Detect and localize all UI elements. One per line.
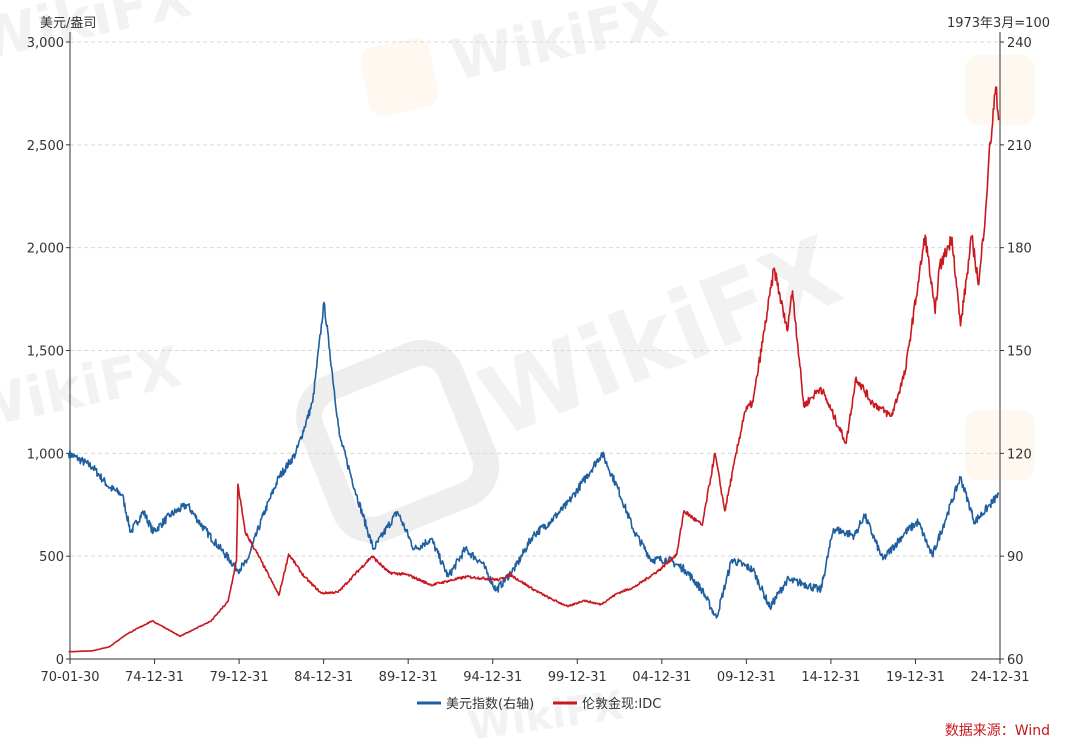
right-tick-label: 120 <box>1007 447 1032 462</box>
x-axis-ticks: 70-01-30 74-12-31 79-12-31 84-12-31 89-12-31… <box>40 659 1030 685</box>
watermark-bottom: WikiFX <box>465 683 626 750</box>
watermark: WikiFX WikiFX WikiFX WikiFX WikiFX <box>0 0 1035 750</box>
x-tick-label: 04-12-31 <box>632 670 691 685</box>
gridlines <box>70 41 1000 557</box>
x-tick-label: 70-01-30 <box>40 670 99 685</box>
watermark-logo-icon <box>360 38 439 117</box>
series-layer <box>67 86 1000 653</box>
left-tick-label: 1,000 <box>27 447 64 462</box>
left-tick-label: 2,500 <box>27 139 64 154</box>
watermark-top: WikiFX <box>360 0 674 117</box>
left-tick-label: 1,500 <box>27 345 64 360</box>
left-tick-label: 3,000 <box>27 36 64 51</box>
x-tick-label: 94-12-31 <box>463 670 522 685</box>
x-tick-label: 14-12-31 <box>801 670 860 685</box>
axes <box>69 32 1001 660</box>
legend-item-usd-index[interactable]: 美元指数(右轴) <box>417 697 534 712</box>
right-tick-label: 60 <box>1007 653 1024 668</box>
left-tick-label: 500 <box>39 550 64 565</box>
x-tick-label: 19-12-31 <box>886 670 945 685</box>
legend: 美元指数(右轴) 伦敦金现:IDC <box>417 696 661 712</box>
right-axis-ticks: 60 90 120 150 180 210 240 <box>1000 36 1032 668</box>
right-tick-label: 240 <box>1007 36 1032 51</box>
series-line <box>68 86 1000 653</box>
legend-label: 伦敦金现:IDC <box>582 696 661 712</box>
watermark-text: WikiFX <box>446 0 674 94</box>
x-tick-label: 84-12-31 <box>294 670 353 685</box>
right-axis-unit: 1973年3月=100 <box>947 16 1050 31</box>
legend-item-gold[interactable]: 伦敦金现:IDC <box>553 696 661 712</box>
x-tick-label: 24-12-31 <box>970 670 1029 685</box>
right-tick-label: 210 <box>1007 139 1032 154</box>
x-tick-label: 74-12-31 <box>125 670 184 685</box>
source-note: 数据来源：Wind <box>945 723 1050 739</box>
x-tick-label: 09-12-31 <box>717 670 776 685</box>
right-tick-label: 90 <box>1007 550 1024 565</box>
x-tick-label: 79-12-31 <box>210 670 269 685</box>
left-tick-label: 2,000 <box>27 242 64 257</box>
right-tick-label: 150 <box>1007 345 1032 360</box>
x-tick-label: 99-12-31 <box>548 670 607 685</box>
watermark-logo-icon <box>296 339 500 544</box>
legend-label: 美元指数(右轴) <box>446 697 534 712</box>
x-tick-label: 89-12-31 <box>379 670 438 685</box>
left-tick-label: 0 <box>56 653 64 668</box>
watermark-text: WikiFX <box>465 683 626 750</box>
left-axis-ticks: 0 500 1,000 1,500 2,000 2,500 3,000 <box>27 36 70 668</box>
right-tick-label: 180 <box>1007 242 1032 257</box>
series-line <box>67 301 1000 619</box>
left-axis-unit: 美元/盎司 <box>40 16 96 31</box>
